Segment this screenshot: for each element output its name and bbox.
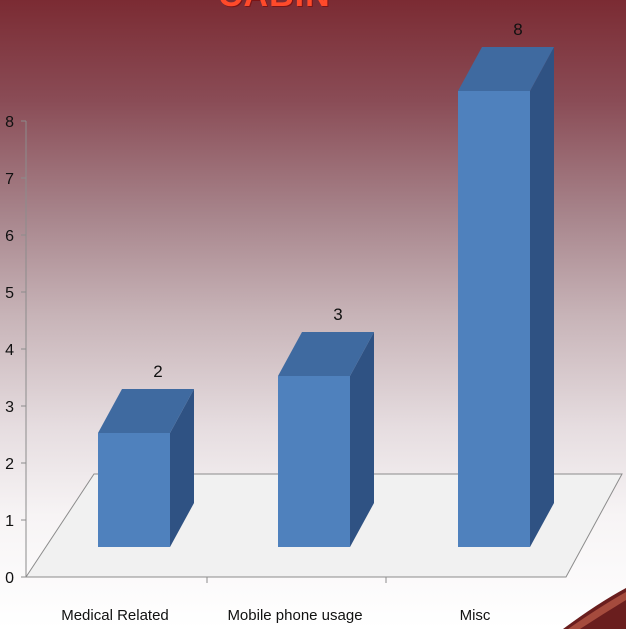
corner-decoration [563,588,626,629]
data-label-1: 2 [153,362,162,381]
category-label-1: Medical Related [61,607,169,624]
bar-top-1 [98,389,194,433]
bar-front-3 [458,91,530,547]
bar-top-3 [458,47,554,91]
y-tick-label-0: 0 [5,570,14,587]
bar-side-2 [350,332,374,547]
data-label-2: 3 [333,305,342,324]
y-tick-label-4: 4 [5,342,14,359]
y-tick-label-6: 6 [5,228,14,245]
y-tick-label-2: 2 [5,456,14,473]
corner-decoration-accent [568,592,626,629]
y-tick-label-5: 5 [5,285,14,302]
y-tick-label-7: 7 [5,171,14,188]
slide-title-fragment: CABIN [218,0,331,15]
bar-front-1 [98,433,170,547]
y-tick-label-3: 3 [5,399,14,416]
bar-side-3 [530,47,554,547]
category-label-3: Misc [460,607,491,624]
bar-side-1 [170,389,194,547]
bar-top-2 [278,332,374,376]
data-label-3: 8 [513,20,522,39]
category-label-2: Mobile phone usage [227,607,362,624]
y-tick-label-1: 1 [5,513,14,530]
bar-front-2 [278,376,350,547]
y-tick-label-8: 8 [5,114,14,131]
